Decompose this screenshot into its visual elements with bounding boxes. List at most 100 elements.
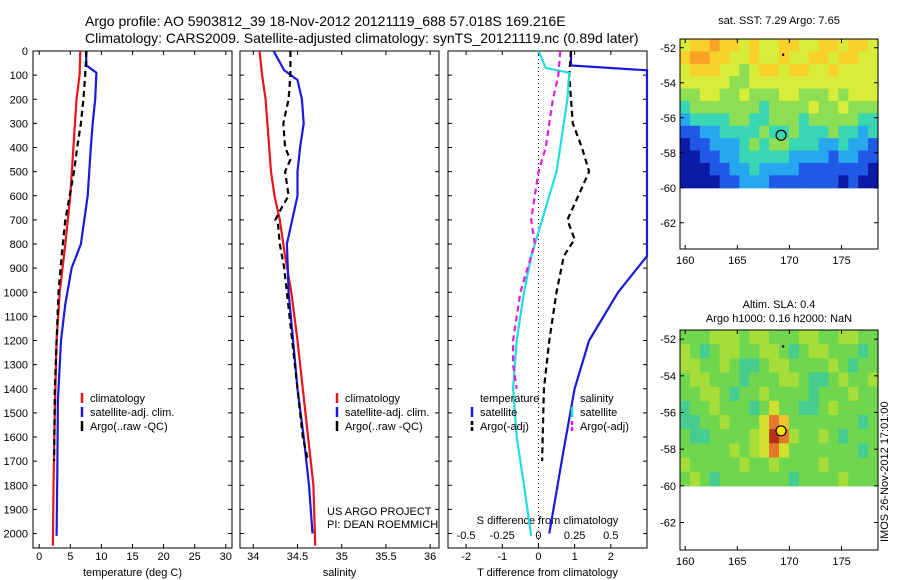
heatmap-cell [838,471,849,487]
heatmap-cell [858,162,869,176]
heatmap-cell [749,415,760,430]
heatmap-cell [838,415,849,430]
legend-heading: salinity [580,393,614,405]
heatmap-cell [759,125,770,139]
heatmap-cell [779,138,790,152]
heatmap-cell [798,372,810,388]
heatmap-cell [848,162,859,176]
heatmap-cell [788,138,800,152]
heatmap-cell [838,51,849,65]
heatmap-cell [828,51,839,65]
depth-tick-label: 600 [10,191,28,203]
heatmap-cell [709,138,721,152]
legend-heading: temperature [480,393,539,405]
heatmap-cell [858,63,869,77]
heatmap-cell [699,457,711,473]
heatmap-cell [769,471,780,487]
heatmap-cell [858,138,869,152]
heatmap-cell [798,162,810,176]
heatmap-cell [808,429,820,444]
heatmap-cell [779,386,790,402]
heatmap-cell [729,457,740,473]
annotation-text: US ARGO PROJECT [327,506,432,518]
heatmap-cell [699,344,711,359]
sst-map-panel: -52 -54 -56 -58 -60 -62 160 165 170 175 sat. SST: … [660,15,879,267]
heatmap-cell [769,88,780,102]
heatmap-cell [828,76,839,90]
heatmap-cell [798,51,810,65]
x-axis-label: salinity [323,567,357,579]
heatmap-cell [739,175,750,189]
depth-tick-label: 1900 [4,504,28,516]
map-y-tick-label: -52 [660,334,676,346]
heatmap-cell [680,63,691,77]
heatmap-cell [828,429,839,444]
legend-label: climatology [90,393,146,405]
x-tick-label: 15 [126,551,138,563]
heatmap-cell [699,162,711,176]
heatmap-cell [759,415,770,430]
depth-tick-label: 1400 [4,384,28,396]
heatmap-cell [699,113,711,127]
heatmap-cell [709,175,721,189]
heatmap-cell [788,113,800,127]
heatmap-cell [779,125,790,139]
x-tick-label: 1 [572,551,578,563]
heatmap-cell [739,63,750,77]
heatmap-cell [779,39,790,52]
heatmap-cell [838,372,849,388]
heatmap-cell [759,162,770,176]
heatmap-cell [848,415,859,430]
heatmap-cell [818,175,830,189]
heatmap-cell [689,330,701,345]
heatmap-cell [680,344,691,359]
heatmap-cell [818,63,830,77]
map-y-tick-label: -56 [660,113,676,125]
heatmap-cell [729,386,740,402]
heatmap-cell [788,125,800,139]
heatmap-cell [808,386,820,402]
heatmap-cell [759,100,770,114]
heatmap-cell [759,471,770,487]
heatmap-cell [739,138,750,152]
heatmap-cell [749,400,760,416]
heatmap-cell [689,471,701,487]
heatmap-cell [868,344,879,359]
heatmap-cell [779,400,790,416]
x-tick-label: 2 [608,551,614,563]
heatmap-cell [788,372,800,388]
heatmap-cell [739,125,750,139]
heatmap-cell [808,372,820,388]
heatmap-cell [788,358,800,374]
heatmap-cell [729,76,740,90]
heatmap-cell [828,443,839,459]
heatmap-cell [699,51,711,65]
map-y-tick-label: -58 [660,444,676,456]
heatmap-cell [858,51,869,65]
heatmap-cell [828,39,839,52]
heatmap-cell [808,162,820,176]
heatmap-cell [788,415,800,430]
heatmap-cell [749,330,760,345]
plot-frame [447,50,648,549]
heatmap-cell [798,150,810,164]
depth-tick-label: 1500 [4,408,28,420]
heatmap-cell [689,415,701,430]
heatmap-cell [709,113,721,127]
heatmap-cell [680,138,691,152]
heatmap-cell [709,358,721,374]
heatmap-cell [699,125,711,139]
heatmap-cell [699,415,711,430]
heatmap-cell [868,162,879,176]
heatmap-cell [759,400,770,416]
series-line-magenta [511,50,562,389]
heatmap-cell [779,471,790,487]
heatmap-cell [729,471,740,487]
heatmap-cell [828,386,839,402]
legend-label: satellite-adj. clim. [345,407,429,419]
heatmap-cell [788,429,800,444]
heatmap-cell [739,113,750,127]
heatmap-cell [689,76,701,90]
heatmap-cell [848,429,859,444]
heatmap-cell [709,125,721,139]
